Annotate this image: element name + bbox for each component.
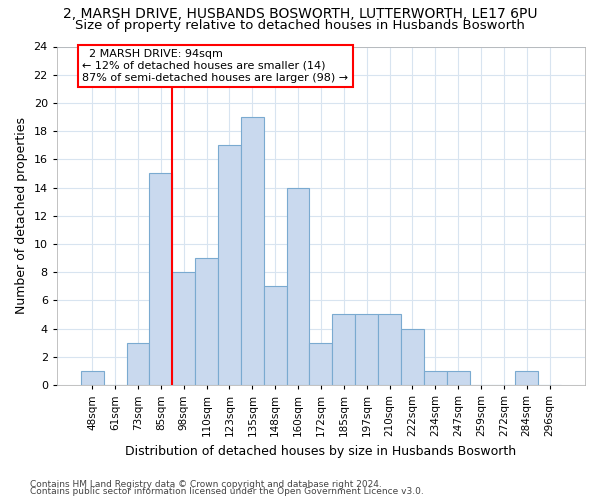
Bar <box>310 342 332 385</box>
Text: Contains public sector information licensed under the Open Government Licence v3: Contains public sector information licen… <box>30 488 424 496</box>
Bar <box>264 286 287 385</box>
X-axis label: Distribution of detached houses by size in Husbands Bosworth: Distribution of detached houses by size … <box>125 444 517 458</box>
Text: 2, MARSH DRIVE, HUSBANDS BOSWORTH, LUTTERWORTH, LE17 6PU: 2, MARSH DRIVE, HUSBANDS BOSWORTH, LUTTE… <box>63 8 537 22</box>
Y-axis label: Number of detached properties: Number of detached properties <box>15 118 28 314</box>
Bar <box>424 371 446 385</box>
Bar <box>241 117 264 385</box>
Text: Contains HM Land Registry data © Crown copyright and database right 2024.: Contains HM Land Registry data © Crown c… <box>30 480 382 489</box>
Bar <box>401 328 424 385</box>
Bar <box>172 272 195 385</box>
Bar <box>195 258 218 385</box>
Bar <box>81 371 104 385</box>
Bar <box>378 314 401 385</box>
Bar <box>332 314 355 385</box>
Bar <box>515 371 538 385</box>
Bar <box>218 145 241 385</box>
Bar <box>127 342 149 385</box>
Bar <box>287 188 310 385</box>
Bar <box>149 174 172 385</box>
Text: Size of property relative to detached houses in Husbands Bosworth: Size of property relative to detached ho… <box>75 18 525 32</box>
Bar <box>446 371 470 385</box>
Text: 2 MARSH DRIVE: 94sqm
← 12% of detached houses are smaller (14)
87% of semi-detac: 2 MARSH DRIVE: 94sqm ← 12% of detached h… <box>82 50 348 82</box>
Bar <box>355 314 378 385</box>
